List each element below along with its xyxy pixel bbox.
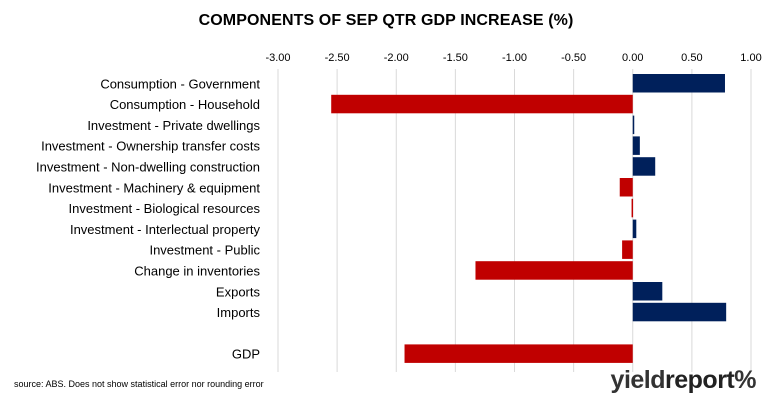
bar — [632, 219, 637, 239]
x-tick-label: -1.00 — [502, 52, 527, 64]
chart-title: COMPONENTS OF SEP QTR GDP INCREASE (%) — [198, 12, 574, 29]
bar — [331, 94, 633, 114]
bar — [632, 74, 725, 93]
category-label: GDP — [232, 347, 260, 362]
category-label: Consumption - Government — [100, 76, 260, 91]
category-label: Investment - Public — [149, 243, 260, 258]
x-tick-label: 1.00 — [740, 52, 761, 64]
category-label: Investment - Machinery & equipment — [48, 180, 260, 195]
category-label: Exports — [216, 284, 261, 299]
x-tick-label: -2.50 — [325, 52, 350, 64]
x-tick-label: -2.00 — [384, 52, 409, 64]
category-label: Investment - Biological resources — [69, 201, 261, 216]
logo-text-yield: yield — [610, 366, 666, 394]
bar — [632, 136, 640, 155]
source-note: source: ABS. Does not show statistical e… — [14, 379, 264, 389]
category-labels: Consumption - Government Consumption - Ho… — [36, 76, 260, 361]
yieldreport-logo[interactable]: yieldreport% — [610, 366, 757, 395]
category-label: Investment - Non-dwelling construction — [36, 159, 260, 174]
bar — [622, 240, 633, 259]
bar — [619, 178, 633, 197]
gridlines — [277, 69, 752, 372]
category-label: Imports — [217, 305, 261, 320]
category-label: Investment - Private dwellings — [87, 118, 260, 133]
category-label: Investment - Interlectual property — [70, 222, 261, 237]
bar — [404, 344, 633, 363]
x-tick-label: -0.50 — [561, 52, 586, 64]
category-label: Change in inventories — [134, 263, 260, 278]
x-axis-tick-labels: -3.00 -2.50 -2.00 -1.50 -1.00 -0.50 0.00 0.50 1.… — [265, 52, 761, 64]
bar — [632, 282, 663, 301]
bar — [632, 115, 635, 135]
bar — [632, 157, 656, 176]
bars — [331, 74, 727, 363]
logo-percent: % — [734, 366, 756, 394]
bar — [631, 198, 634, 218]
x-tick-label: -3.00 — [265, 52, 290, 64]
category-label: Investment - Ownership transfer costs — [41, 139, 260, 154]
x-tick-label: 0.00 — [622, 52, 643, 64]
x-tick-label: 0.50 — [681, 52, 702, 64]
logo-text-report: report — [665, 366, 735, 394]
x-tick-label: -1.50 — [443, 52, 468, 64]
bar — [475, 261, 633, 280]
logo-percent-glyph: % — [734, 366, 756, 394]
bar — [632, 302, 727, 322]
category-label: Consumption - Household — [110, 97, 260, 112]
